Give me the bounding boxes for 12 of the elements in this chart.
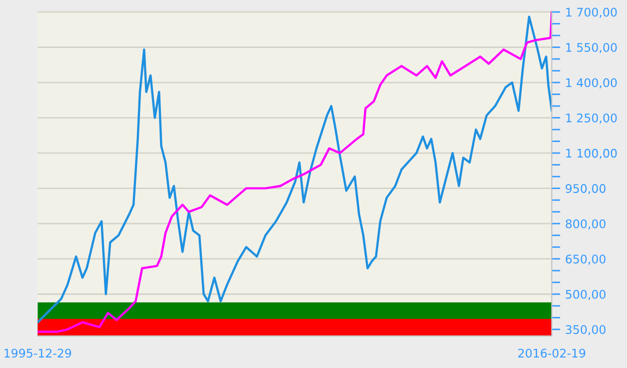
y-tick-label: 1 550,00: [566, 42, 617, 54]
y-tick-label: 350,00: [566, 325, 606, 336]
y-tick-label: 500,00: [566, 290, 606, 300]
y-tick-label: 1 250,00: [566, 114, 617, 124]
y-tick-label: 1 400,00: [566, 78, 617, 88]
x-tick-label: 2016-02-19: [518, 348, 586, 358]
y-tick-label: 650,00: [566, 254, 606, 265]
y-tick-label: 800,00: [566, 219, 606, 230]
y-tick-label: 1 100,00: [566, 148, 617, 159]
x-tick-label: 1995-12-29: [4, 348, 72, 358]
y-tick-label: 950,00: [566, 184, 606, 194]
y-tick-label: 1 700,00: [566, 8, 617, 18]
